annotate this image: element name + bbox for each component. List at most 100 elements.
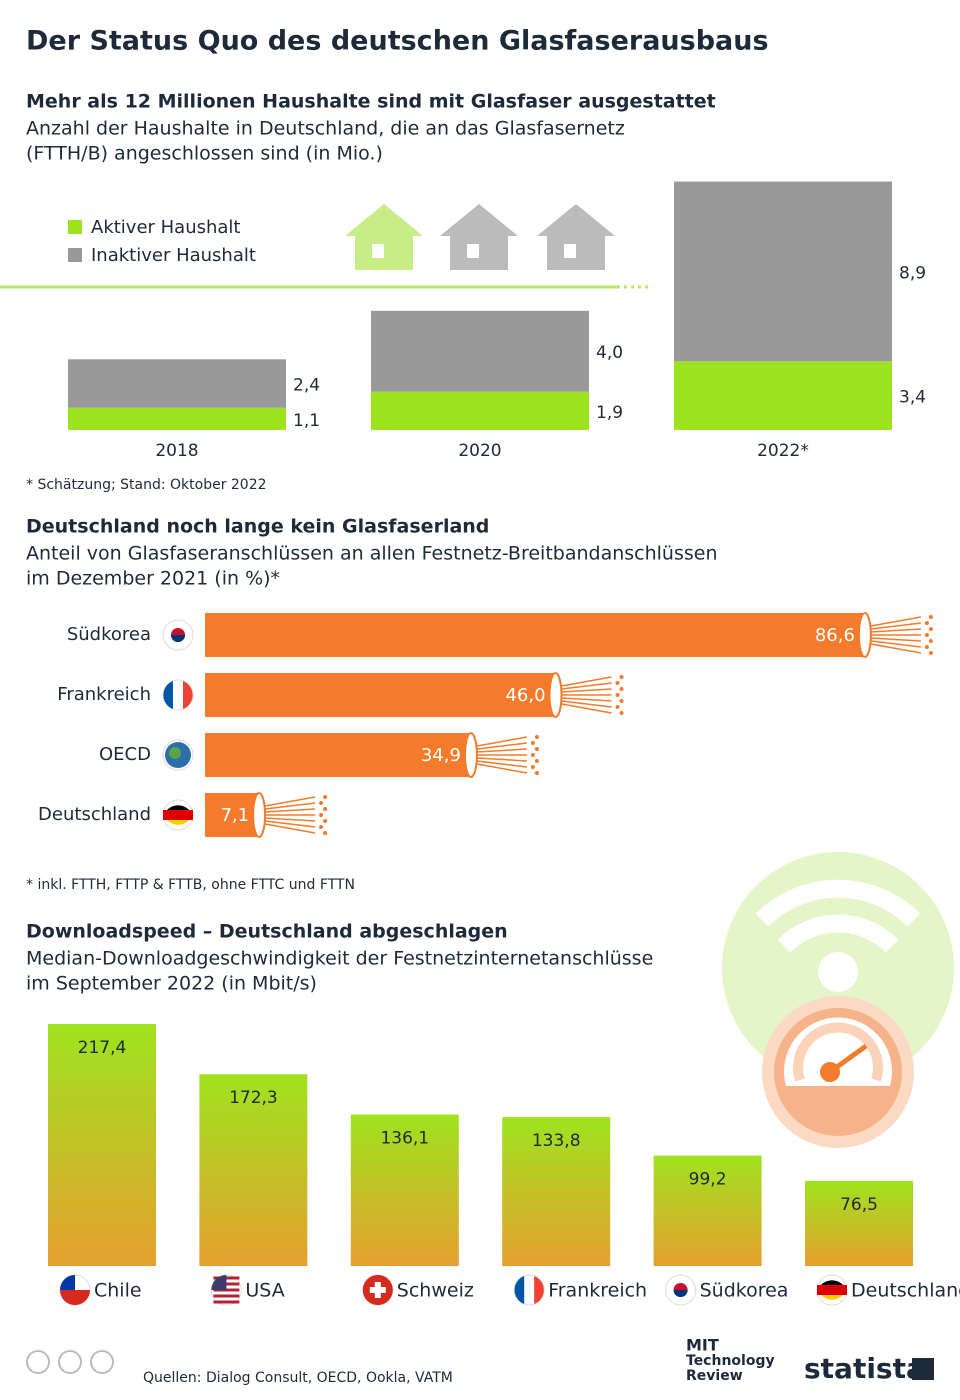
fiber	[476, 748, 527, 753]
bar-segment	[68, 359, 286, 408]
value-label: 76,5	[840, 1195, 878, 1215]
fiber	[561, 688, 612, 693]
logo-text: MIT	[686, 1336, 719, 1355]
x-tick-label: Schweiz	[397, 1280, 474, 1302]
chart-subtitle: (FTTH/B) angeschlossen sind (in Mio.)	[26, 143, 383, 165]
fiber	[561, 697, 612, 702]
houses	[0, 204, 648, 289]
cable-end	[252, 792, 267, 838]
fiber	[870, 616, 922, 627]
x-tick-label: 2022*	[757, 441, 809, 461]
chart-subtitle: Anteil von Glasfaseranschlüssen an allen…	[26, 543, 718, 565]
bar-segment	[371, 391, 589, 430]
fiber	[476, 763, 528, 774]
x-tick-label: Frankreich	[548, 1280, 647, 1302]
value-label: 99,2	[689, 1170, 727, 1190]
fiber-dot	[534, 759, 539, 763]
x-tick-label: Deutschland	[851, 1280, 960, 1302]
y-tick-label: Frankreich	[57, 684, 151, 705]
chart-title: Mehr als 12 Millionen Haushalte sind mit…	[26, 91, 716, 113]
fiber-dot	[924, 645, 929, 649]
flag	[163, 810, 193, 820]
wifi-icon	[722, 852, 954, 1148]
fiber	[476, 760, 528, 768]
bar	[653, 1155, 762, 1266]
fiber	[870, 643, 922, 654]
footer-icons	[26, 1350, 934, 1380]
fiber-dot	[534, 771, 539, 775]
fiber-dot	[615, 681, 620, 685]
flag	[167, 805, 189, 810]
note: * inkl. FTTH, FTTP & FTTB, ohne FTTC und…	[26, 877, 355, 893]
flag	[60, 1275, 75, 1290]
value-label: 1,9	[596, 403, 623, 423]
flag	[514, 1276, 525, 1304]
fiber	[265, 802, 316, 810]
fiber-dot	[534, 735, 539, 739]
cable-end	[548, 672, 563, 718]
fiber-dot	[928, 651, 933, 655]
x-tick-label: 2018	[155, 441, 198, 461]
flag	[163, 681, 173, 709]
fiber-dot	[619, 711, 624, 715]
fiber	[476, 742, 528, 750]
fiber-dot	[323, 807, 328, 811]
value-label: 4,0	[596, 343, 623, 363]
fiber-dot	[928, 639, 933, 643]
value-label: 217,4	[78, 1038, 127, 1058]
fiber-dot	[924, 633, 929, 637]
flag	[171, 635, 185, 642]
flag	[374, 1282, 381, 1298]
legend-swatch	[68, 220, 82, 234]
note: * Schätzung; Stand: Oktober 2022	[26, 477, 267, 493]
fiber	[561, 703, 612, 714]
value-label: 7,1	[220, 805, 249, 826]
flag	[211, 1275, 227, 1290]
value-label: 46,0	[505, 685, 545, 706]
cable-end	[857, 612, 872, 658]
fiber	[870, 628, 921, 633]
cable-end	[463, 732, 478, 778]
x-tick-label: Chile	[94, 1280, 142, 1302]
logo-text: Technology	[686, 1353, 775, 1369]
fiber-dot	[928, 615, 933, 619]
chart-subtitle: Anzahl der Haushalte in Deutschland, die…	[26, 118, 625, 140]
bar-segment	[674, 181, 892, 362]
flag	[817, 1285, 847, 1295]
fiber-dot	[323, 795, 328, 799]
logo-text: statista	[804, 1352, 925, 1385]
fiber-dot	[323, 819, 328, 823]
fiber	[561, 700, 612, 708]
fiber-dot	[530, 765, 535, 769]
bar	[205, 673, 556, 717]
fiber	[264, 823, 316, 834]
fiber-dot	[928, 627, 933, 631]
fiber	[561, 682, 612, 690]
value-label: 3,4	[899, 388, 926, 408]
chart-title: Deutschland noch lange kein Glasfaserlan…	[26, 516, 489, 538]
bar-segment	[68, 407, 286, 430]
source: Quellen: Dialog Consult, OECD, Ookla, VA…	[143, 1370, 453, 1386]
fiber-dot	[530, 753, 535, 757]
fiber	[476, 757, 527, 762]
bar	[205, 613, 865, 657]
bar	[502, 1117, 611, 1266]
fiber	[476, 736, 528, 747]
fiber-dot	[619, 675, 624, 679]
value-label: 172,3	[229, 1088, 278, 1108]
flag	[673, 1290, 688, 1297]
y-tick-label: Deutschland	[38, 804, 151, 825]
value-label: 136,1	[380, 1129, 429, 1149]
fiber	[265, 808, 316, 813]
fiber	[265, 817, 316, 822]
chart-subtitle: im September 2022 (in Mbit/s)	[26, 973, 317, 995]
logo-text: Review	[686, 1368, 743, 1384]
y-tick-label: Südkorea	[67, 624, 151, 645]
fiber-dot	[530, 741, 535, 745]
legend-label: Inaktiver Haushalt	[91, 245, 256, 266]
y-tick-label: OECD	[99, 744, 151, 765]
bar	[350, 1114, 459, 1266]
fiber	[870, 637, 921, 642]
fiber-dot	[319, 825, 324, 829]
